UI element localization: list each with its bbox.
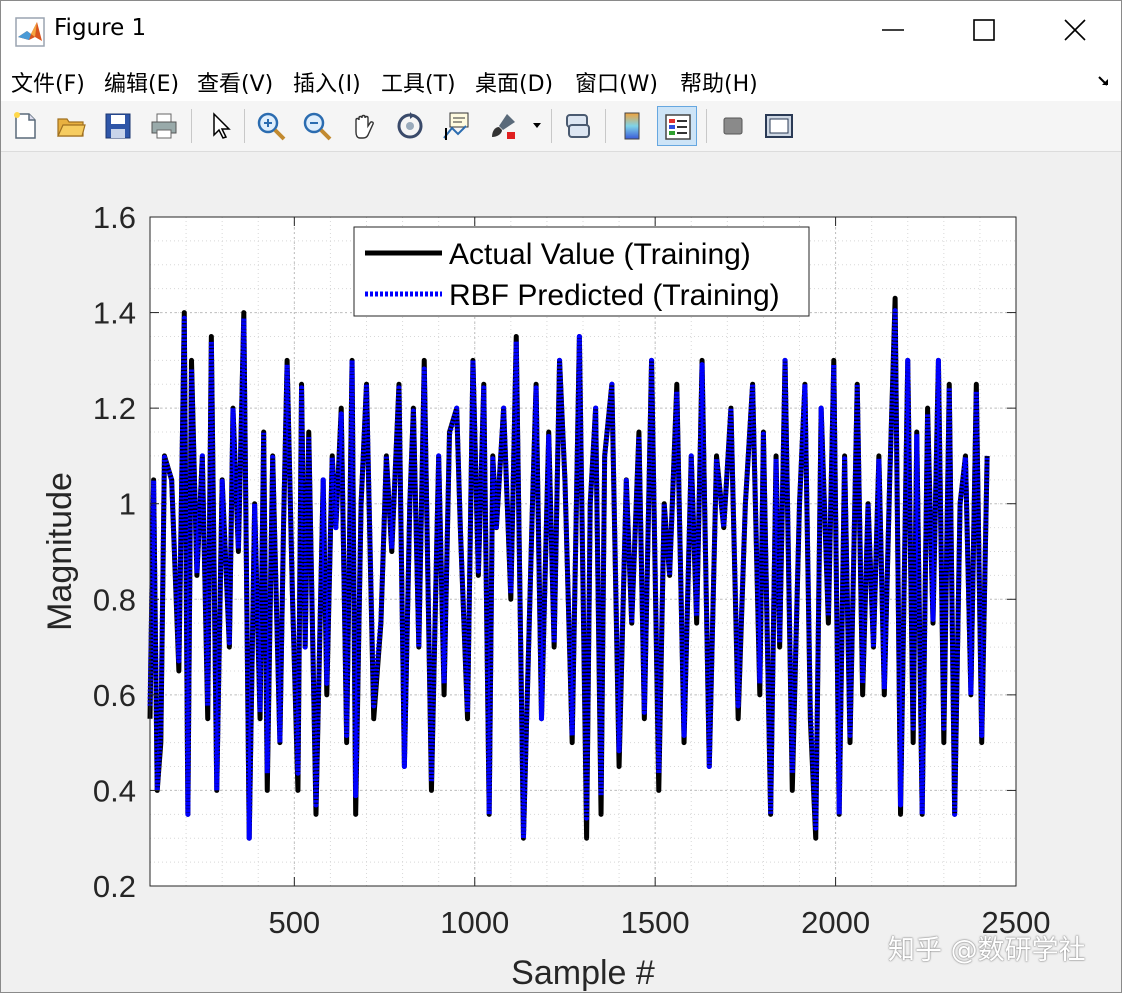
minimize-button[interactable] (847, 1, 939, 59)
maximize-button[interactable] (938, 1, 1030, 59)
toolbar-separator (706, 109, 707, 143)
y-tick-label: 0.6 (93, 678, 136, 713)
new-figure-button[interactable] (5, 106, 45, 146)
title-bar: Figure 1 (1, 1, 1121, 59)
figure-toolbar (1, 101, 1121, 152)
pan-hand-icon (355, 114, 374, 139)
open-file-button[interactable] (51, 106, 91, 146)
pointer-button[interactable] (199, 106, 239, 146)
legend-label-predicted: RBF Predicted (Training) (449, 279, 780, 312)
data-cursor-icon (443, 112, 469, 140)
chevron-down-icon (533, 123, 541, 128)
menu-view[interactable]: 查看(V) (197, 72, 274, 97)
zoom-in-icon (257, 112, 286, 141)
new-figure-icon (14, 112, 36, 139)
x-tick-label: 1000 (440, 905, 509, 940)
y-tick-label: 1.4 (93, 296, 136, 331)
brush-icon (492, 114, 515, 139)
data-cursor-button[interactable] (436, 106, 476, 146)
watermark: 知乎 @数研学社 (888, 935, 1086, 966)
menu-file[interactable]: 文件(F) (11, 72, 85, 97)
matlab-logo-icon (15, 17, 45, 47)
menu-edit[interactable]: 编辑(E) (104, 72, 180, 97)
link-plot-button[interactable] (558, 106, 598, 146)
print-icon (151, 113, 177, 139)
legend-box (353, 226, 810, 317)
x-tick-label: 2000 (801, 905, 870, 940)
line-chart[interactable]: 500 1000 1500 2000 2500 0.2 0.4 0.6 0.8 1 1.2 1.4 1.… (1, 152, 1123, 994)
figure-canvas: 500 1000 1500 2000 2500 0.2 0.4 0.6 0.8 1 1.2 1.4 1.… (1, 152, 1121, 992)
rotate-3d-icon (397, 112, 423, 139)
zoom-out-icon (303, 112, 332, 141)
hide-plot-tools-button[interactable] (713, 106, 753, 146)
x-axis-label: Sample # (511, 954, 655, 992)
maximize-icon (973, 19, 995, 41)
series-group (147, 295, 990, 841)
legend-icon (665, 114, 691, 140)
dock-figure-icon[interactable] (1097, 73, 1113, 89)
minimize-icon (882, 29, 904, 31)
close-button[interactable] (1029, 1, 1121, 59)
pointer-icon (213, 112, 231, 139)
legend-button[interactable] (657, 106, 697, 146)
series-predicted-line (147, 308, 990, 841)
rotate-3d-button[interactable] (390, 106, 430, 146)
show-plot-tools-button[interactable] (759, 106, 799, 146)
toolbar-separator (605, 109, 606, 143)
y-axis-label: Magnitude (41, 472, 79, 631)
menu-window[interactable]: 窗口(W) (575, 72, 658, 97)
zoom-in-button[interactable] (251, 106, 291, 146)
save-button[interactable] (98, 106, 138, 146)
y-tick-label: 1 (119, 487, 136, 522)
window-title: Figure 1 (54, 15, 147, 41)
brush-button[interactable] (483, 106, 523, 146)
legend-label-actual: Actual Value (Training) (449, 238, 751, 271)
hide-plot-tools-icon (723, 117, 743, 135)
print-button[interactable] (144, 106, 184, 146)
save-icon (105, 113, 131, 139)
menu-help[interactable]: 帮助(H) (680, 72, 758, 97)
y-tick-label: 0.4 (93, 773, 136, 808)
show-plot-tools-icon (765, 114, 793, 138)
toolbar-separator (551, 109, 552, 143)
zoom-out-button[interactable] (297, 106, 337, 146)
legend: Actual Value (Training) RBF Predicted (Tr… (353, 226, 810, 317)
brush-dropdown-button[interactable] (527, 106, 545, 146)
y-tick-label: 1.6 (93, 200, 136, 235)
menu-tools[interactable]: 工具(T) (381, 72, 456, 97)
close-icon (1064, 19, 1086, 41)
menu-bar: 文件(F) 编辑(E) 查看(V) 插入(I) 工具(T) 桌面(D) 窗口(W… (1, 59, 1121, 101)
y-tick-label: 0.8 (93, 582, 136, 617)
menu-insert[interactable]: 插入(I) (293, 72, 361, 97)
x-tick-label: 1500 (621, 905, 690, 940)
colorbar-icon (624, 112, 640, 140)
axes-box (149, 216, 1017, 887)
colorbar-button[interactable] (612, 106, 652, 146)
y-tick-label: 0.2 (93, 869, 136, 904)
y-tick-label: 1.2 (93, 391, 136, 426)
open-file-icon (57, 118, 86, 137)
menu-desktop[interactable]: 桌面(D) (475, 72, 554, 97)
toolbar-separator (191, 109, 192, 143)
link-plot-icon (566, 114, 590, 138)
x-tick-label: 500 (268, 905, 320, 940)
toolbar-separator (244, 109, 245, 143)
x-tick-label: 2500 (982, 905, 1051, 940)
ticks: 500 1000 1500 2000 2500 0.2 0.4 0.6 0.8 1 1.2 1.4 1.… (93, 200, 1051, 940)
pan-button[interactable] (344, 106, 384, 146)
